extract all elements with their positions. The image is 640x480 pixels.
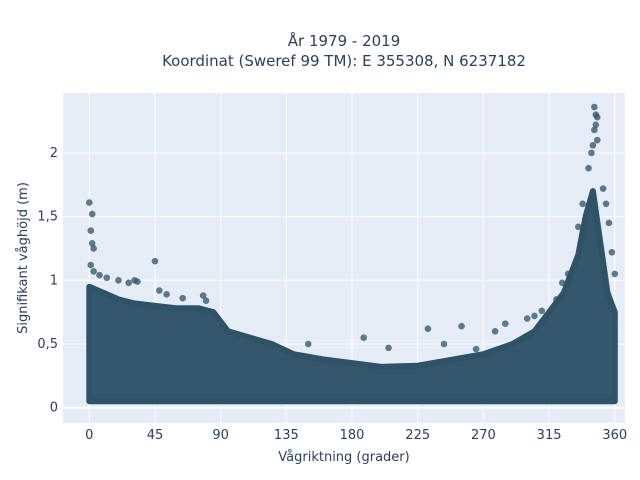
scatter-point bbox=[558, 279, 566, 287]
scatter-point bbox=[491, 327, 499, 335]
x-tick-label: 90 bbox=[212, 428, 229, 443]
scatter-point bbox=[608, 248, 616, 256]
scatter-point bbox=[502, 320, 509, 327]
y-axis-ticks: 0 0,5 1 1,5 2 bbox=[37, 146, 58, 416]
x-tick-label: 0 bbox=[85, 428, 93, 443]
y-axis-title: Signifikant våghöjd (m) bbox=[16, 182, 31, 334]
chart-title-line1: År 1979 - 2019 bbox=[288, 31, 401, 50]
scatter-point bbox=[202, 297, 210, 304]
scatter-point bbox=[593, 136, 601, 144]
scatter-point bbox=[440, 340, 448, 348]
scatter-point bbox=[585, 164, 592, 172]
scatter-point bbox=[125, 279, 132, 287]
scatter-point bbox=[553, 296, 560, 303]
scatter-point bbox=[589, 141, 597, 149]
scatter-point bbox=[90, 245, 97, 252]
x-tick-label: 45 bbox=[147, 428, 164, 443]
scatter-point bbox=[564, 270, 572, 278]
scatter-point bbox=[179, 294, 186, 302]
scatter-point bbox=[591, 103, 598, 111]
x-axis-ticks: 0 45 90 135 180 225 270 315 360 bbox=[85, 428, 627, 443]
scatter-point bbox=[115, 276, 122, 284]
x-tick-label: 135 bbox=[274, 428, 299, 443]
scatter-point bbox=[151, 257, 159, 265]
scatter-point bbox=[199, 292, 207, 299]
scatter-point bbox=[88, 240, 96, 247]
scatter-point bbox=[360, 334, 368, 341]
scatter-point bbox=[134, 278, 141, 285]
scatter-point bbox=[87, 261, 95, 269]
scatter-point bbox=[304, 340, 312, 348]
x-tick-label: 225 bbox=[405, 428, 430, 443]
scatter-point bbox=[90, 268, 97, 275]
scatter-point bbox=[163, 291, 170, 298]
scatter-point bbox=[85, 199, 93, 206]
y-tick-label: 1,5 bbox=[37, 210, 58, 225]
scatter-point bbox=[424, 325, 432, 333]
scatter-point bbox=[602, 200, 610, 208]
scatter-point bbox=[538, 307, 546, 315]
y-tick-label: 2 bbox=[50, 146, 58, 161]
scatter-point bbox=[96, 271, 103, 279]
scatter-point bbox=[472, 345, 480, 353]
y-tick-label: 0 bbox=[50, 401, 58, 416]
x-tick-label: 180 bbox=[340, 428, 365, 443]
y-tick-label: 1 bbox=[50, 273, 58, 288]
scatter-point bbox=[87, 227, 95, 234]
scatter-point bbox=[523, 315, 531, 322]
scatter-point bbox=[458, 322, 465, 330]
x-axis-title: Vågriktning (grader) bbox=[278, 450, 409, 465]
data-cloud bbox=[86, 188, 618, 405]
scatter-point bbox=[599, 185, 607, 192]
scatter-point bbox=[605, 219, 613, 227]
data-cloud-envelope bbox=[86, 188, 618, 405]
scatter-point bbox=[588, 149, 595, 157]
scatter-point bbox=[385, 344, 392, 352]
x-tick-label: 360 bbox=[602, 428, 627, 443]
scatter-point bbox=[88, 210, 96, 218]
y-tick-label: 0,5 bbox=[37, 337, 58, 352]
x-tick-label: 270 bbox=[471, 428, 496, 443]
scatter-point bbox=[531, 312, 538, 320]
scatter-point bbox=[591, 126, 598, 134]
scatter-point bbox=[611, 270, 619, 278]
chart-title-line2: Koordinat (Sweref 99 TM): E 355308, N 62… bbox=[162, 52, 526, 70]
scatter-point bbox=[574, 223, 582, 231]
scatter-point bbox=[103, 274, 111, 282]
scatter-point bbox=[579, 200, 586, 208]
scatter-point bbox=[592, 121, 600, 129]
x-tick-label: 315 bbox=[537, 428, 562, 443]
scatter-point bbox=[593, 113, 601, 121]
scatter-points bbox=[85, 103, 619, 353]
scatter-point bbox=[156, 287, 163, 294]
